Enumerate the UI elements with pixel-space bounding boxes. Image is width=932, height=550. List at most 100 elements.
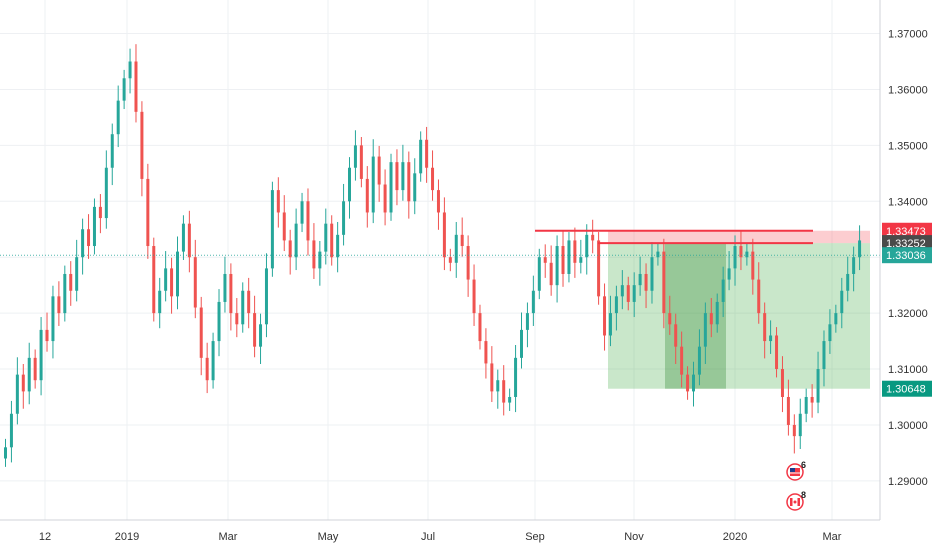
- candle: [751, 238, 755, 295]
- candle: [555, 235, 559, 303]
- candle: [786, 379, 790, 436]
- candle: [134, 44, 138, 123]
- candle: [798, 398, 802, 449]
- candle: [603, 283, 607, 351]
- candle: [858, 225, 862, 271]
- y-tick-label: 1.34000: [888, 196, 928, 208]
- candle: [348, 157, 351, 219]
- candle: [259, 313, 263, 364]
- candle: [656, 243, 660, 266]
- x-tick-label: 2019: [115, 531, 139, 543]
- candle: [769, 320, 773, 354]
- candle: [484, 328, 488, 379]
- candle: [270, 181, 274, 277]
- y-tick-label: 1.37000: [888, 29, 928, 41]
- candle: [697, 329, 701, 386]
- y-tick-label: 1.35000: [888, 140, 928, 152]
- candle: [81, 218, 85, 275]
- candle: [496, 369, 500, 409]
- take-profit-zone[interactable]: [608, 243, 870, 389]
- candle: [365, 166, 369, 228]
- svg-text:8: 8: [801, 490, 806, 500]
- candle: [63, 265, 67, 322]
- candle: [300, 192, 304, 233]
- candle: [253, 295, 257, 358]
- event-badges[interactable]: 68: [786, 460, 806, 511]
- candle: [187, 210, 191, 273]
- event-badge-ca-flag[interactable]: 8: [786, 490, 806, 511]
- candle: [75, 239, 79, 302]
- candle: [389, 153, 393, 221]
- candle: [324, 208, 328, 265]
- candle: [294, 208, 298, 271]
- y-tick-label: 1.29000: [888, 476, 928, 488]
- candle: [235, 298, 239, 338]
- candle: [98, 194, 102, 234]
- candle: [122, 69, 126, 110]
- candle: [87, 214, 91, 259]
- candle: [15, 357, 19, 425]
- candle: [662, 238, 666, 329]
- horizontal-lines[interactable]: [0, 229, 880, 256]
- candle: [312, 223, 316, 280]
- candle: [727, 251, 731, 291]
- candle: [567, 232, 571, 283]
- event-badge-us-flag[interactable]: 6: [786, 460, 806, 481]
- price-tag: 1.33473: [882, 222, 932, 239]
- candle: [401, 144, 405, 201]
- candle: [152, 237, 156, 322]
- candle: [247, 277, 251, 329]
- candle: [745, 243, 749, 266]
- candle: [650, 242, 654, 304]
- candle: [620, 270, 624, 310]
- candle: [531, 275, 535, 326]
- candle: [715, 293, 719, 333]
- candle: [520, 312, 523, 369]
- candle: [431, 150, 435, 201]
- candle: [170, 257, 174, 314]
- x-tick-label: Jul: [421, 531, 435, 543]
- candle: [4, 438, 7, 467]
- candle: [359, 136, 363, 188]
- candle: [668, 295, 672, 335]
- candle: [419, 131, 423, 182]
- candle: [288, 229, 292, 275]
- candle: [561, 230, 565, 287]
- candle: [537, 248, 541, 300]
- candle: [852, 246, 856, 292]
- candle: [140, 101, 144, 197]
- candle: [780, 356, 784, 413]
- svg-text:1.33252: 1.33252: [886, 238, 926, 250]
- candle: [466, 235, 470, 297]
- stop-loss-zone[interactable]: [608, 230, 870, 244]
- candle: [834, 304, 838, 333]
- candle: [442, 197, 446, 271]
- position-zones[interactable]: [608, 230, 870, 389]
- candle: [276, 177, 280, 228]
- candle: [644, 263, 648, 309]
- candle: [353, 130, 357, 181]
- candle: [721, 266, 725, 318]
- candle: [692, 361, 695, 407]
- candle: [336, 221, 340, 273]
- y-tick-label: 1.32000: [888, 308, 928, 320]
- candle: [490, 346, 494, 403]
- candle: [638, 256, 642, 296]
- candle: [543, 244, 547, 278]
- candle: [739, 230, 743, 271]
- svg-text:1.33036: 1.33036: [886, 250, 926, 262]
- y-tick-label: 1.36000: [888, 84, 928, 96]
- candle: [472, 264, 476, 326]
- candle: [383, 169, 387, 226]
- candle: [69, 261, 73, 306]
- candle: [703, 302, 707, 364]
- candle: [330, 215, 334, 266]
- candle: [39, 317, 43, 396]
- candle: [27, 342, 31, 405]
- candle: [448, 248, 452, 272]
- candle: [413, 158, 417, 215]
- candle: [478, 304, 482, 350]
- candle: [763, 302, 767, 359]
